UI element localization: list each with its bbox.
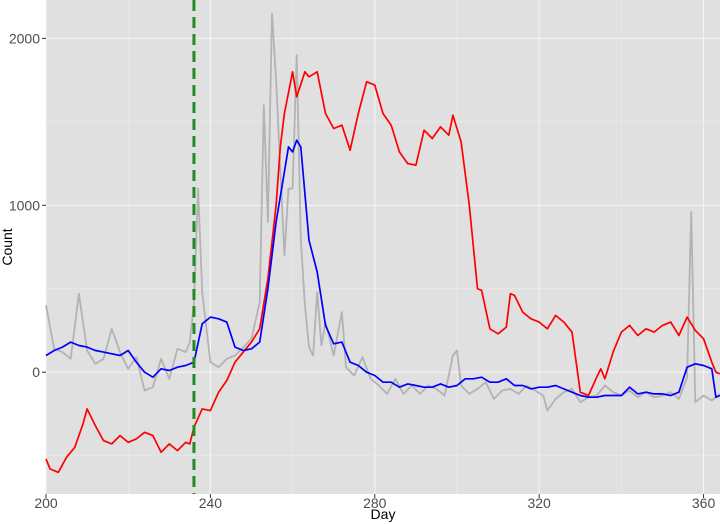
- series-lines: [45, 12, 720, 474]
- y-axis-title: Count: [0, 228, 15, 265]
- minor-gridlines: [46, 0, 720, 494]
- y-tick-label: 1000: [9, 197, 40, 213]
- x-tick-label: 200: [34, 495, 58, 511]
- x-tick-label: 240: [199, 495, 223, 511]
- series-line-1: [45, 12, 720, 412]
- series-line-3: [45, 139, 720, 399]
- plot-panel: [46, 0, 720, 494]
- y-tick-label: 2000: [9, 30, 40, 46]
- y-axis-ticks: 0 1000 2000: [9, 30, 46, 380]
- x-tick-label: 360: [692, 495, 716, 511]
- y-tick-label: 0: [32, 364, 40, 380]
- x-tick-label: 280: [363, 495, 387, 511]
- x-tick-label: 320: [527, 495, 551, 511]
- series-line-2: [45, 70, 720, 474]
- x-axis-title: Day: [371, 506, 396, 522]
- x-axis-ticks: 200 240 280 320 360: [34, 494, 715, 511]
